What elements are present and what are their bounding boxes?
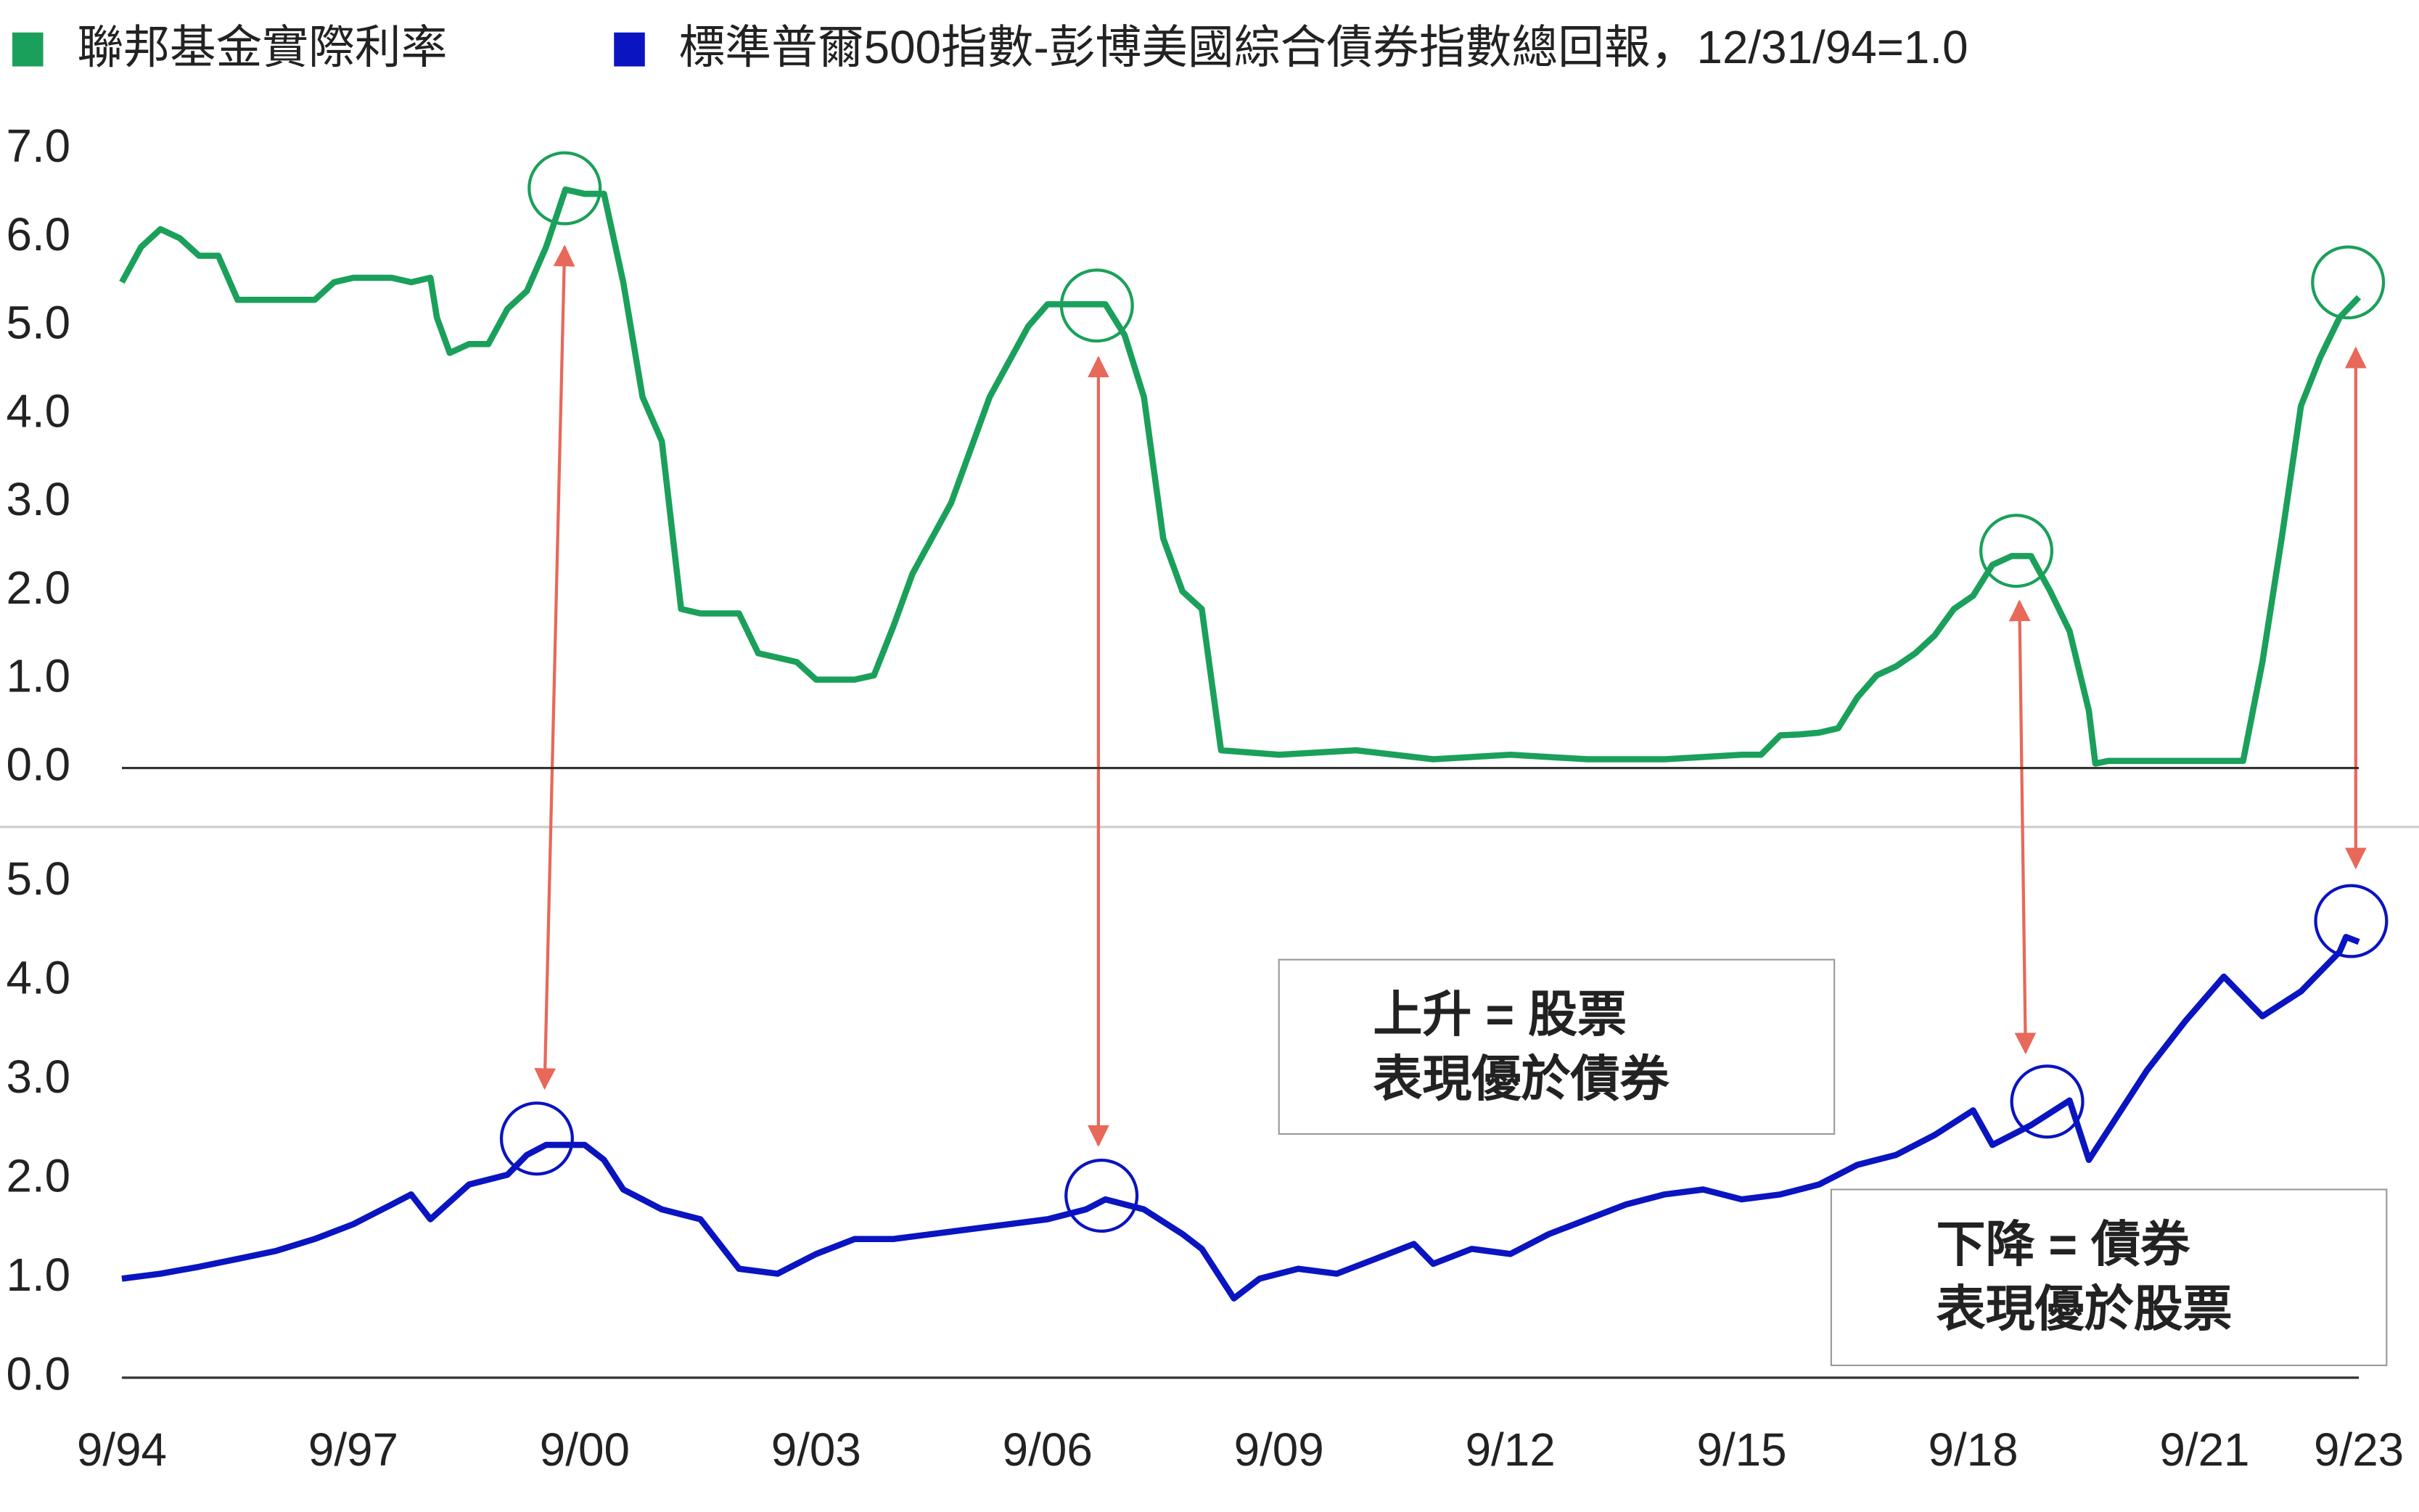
plot-area [119,186,2362,1302]
x-tick-label: 9/06 [1003,1423,1093,1476]
legend-label: 標準普爾500指數-彭博美國綜合債券指數總回報，12/31/94=1.0 [679,21,1968,73]
y-tick-label: 2.0 [7,562,71,614]
x-tick-label: 9/12 [1466,1423,1556,1476]
y-tick-label: 5.0 [7,852,71,905]
annotation: 上升 = 股票 [1373,987,1627,1042]
x-tick-label: 9/03 [771,1423,861,1476]
highlight-circle [499,1101,574,1176]
annotation-box [1830,1188,2388,1366]
y-tick-label: 2.0 [7,1150,71,1202]
y-tick-label: 6.0 [7,208,71,260]
y-tick-label: 0.0 [7,738,71,790]
highlight-circle [2010,1064,2085,1139]
x-tick-label: 9/00 [540,1423,630,1476]
annotation: 表現優於債券 [1373,1052,1670,1107]
annotation: 表現優於股票 [1936,1282,2232,1337]
highlights [499,151,2389,1233]
data-line [119,186,2362,767]
y-tick-label: 5.0 [7,297,71,349]
x-tick-label: 9/18 [1928,1423,2018,1476]
x-tick-label: 9/21 [2159,1423,2249,1476]
y-tick-label: 1.0 [7,1249,71,1301]
highlight-circle [1979,514,2054,588]
x-tick-label: 9/09 [1234,1423,1324,1476]
annotation: 下降 = 債券 [1936,1217,2190,1272]
annotation-box [1278,958,1836,1135]
y-tick-label: 4.0 [7,952,71,1004]
highlight-circle [1059,268,1134,343]
y-tick-label: 3.0 [7,1051,71,1103]
y-tick-label: 1.0 [7,650,71,702]
data-line [121,934,2360,1302]
legend-label: 聯邦基金實際利率 [77,21,447,73]
x-tick-label: 9/23 [2314,1423,2404,1476]
highlight-circle [527,151,602,226]
highlight-circle [2314,884,2389,958]
legend-swatch [614,32,645,67]
arrow [534,245,575,1090]
x-tick-label: 9/15 [1697,1423,1787,1476]
y-tick-label: 0.0 [7,1348,71,1400]
arrow [2008,599,2037,1055]
legend-swatch [12,32,44,67]
highlight-circle [1064,1158,1139,1233]
highlight-circle [2311,245,2386,320]
arrows [534,245,2367,1147]
x-tick-label: 9/94 [77,1423,167,1476]
x-tick-label: 9/97 [308,1423,398,1476]
y-tick-label: 3.0 [7,473,71,525]
y-tick-label: 4.0 [7,385,71,437]
y-tick-label: 7.0 [7,120,71,172]
